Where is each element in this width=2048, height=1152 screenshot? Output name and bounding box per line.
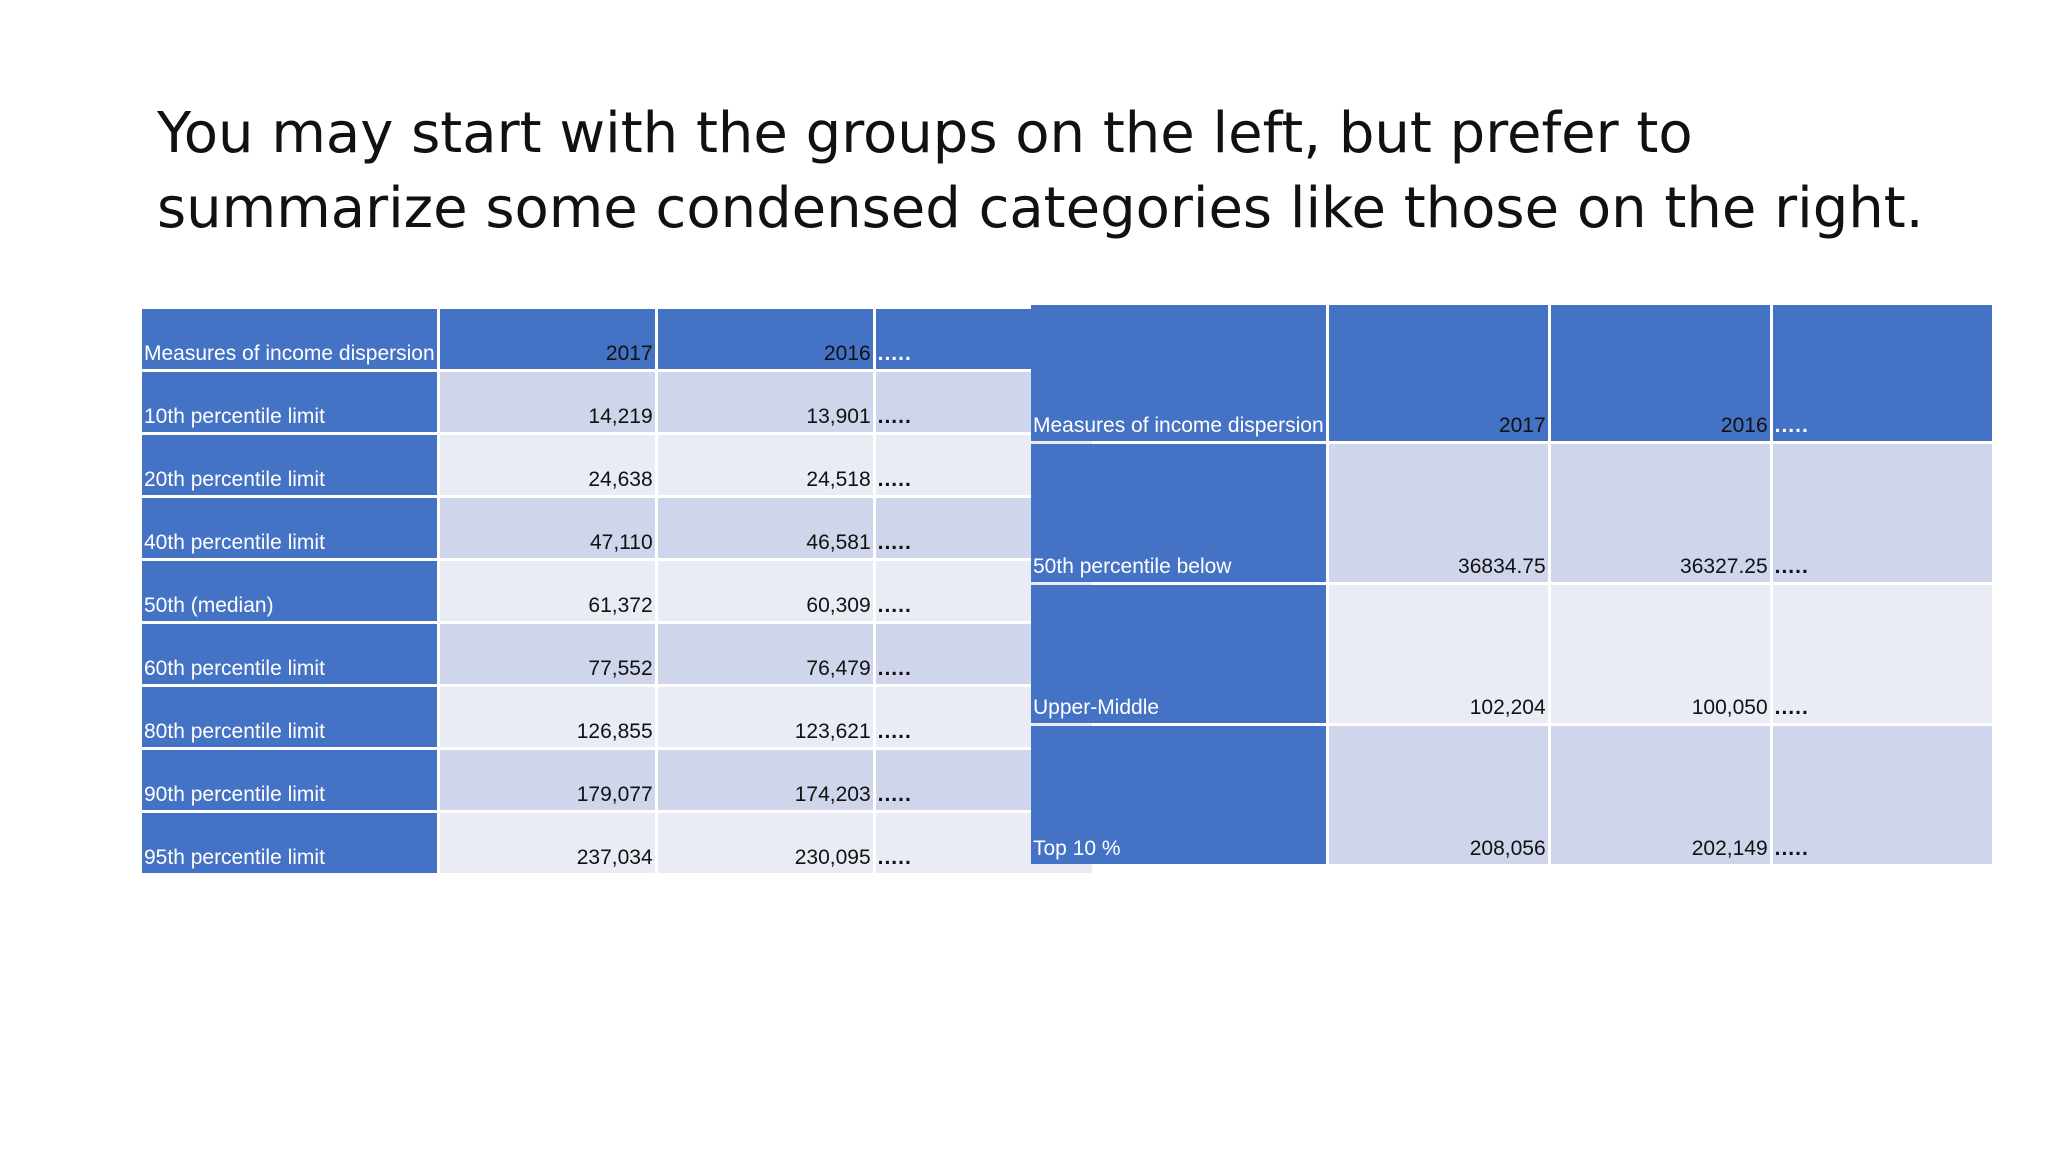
value-2017: 47,110: [439, 498, 655, 558]
value-2016: 13,901: [657, 372, 873, 432]
slide-title: You may start with the groups on the lef…: [157, 96, 1937, 246]
row-label: 10th percentile limit: [142, 372, 437, 432]
left-header-label: Measures of income dispersion: [142, 309, 437, 369]
table-row: 60th percentile limit 77,552 76,479 ....…: [142, 624, 1092, 684]
right-header-2017: 2017: [1328, 305, 1548, 441]
value-2017: 179,077: [439, 750, 655, 810]
value-more: .....: [1772, 444, 1992, 582]
right-header-2016: 2016: [1550, 305, 1770, 441]
right-header-label: Measures of income dispersion: [1031, 305, 1326, 441]
value-2016: 230,095: [657, 813, 873, 873]
left-header-2017: 2017: [439, 309, 655, 369]
value-2017: 102,204: [1328, 585, 1548, 723]
table-row: 90th percentile limit 179,077 174,203 ..…: [142, 750, 1092, 810]
row-label: 60th percentile limit: [142, 624, 437, 684]
row-label: 95th percentile limit: [142, 813, 437, 873]
left-header-2016: 2016: [657, 309, 873, 369]
value-2017: 208,056: [1328, 726, 1548, 864]
table-row: 10th percentile limit 14,219 13,901 ....…: [142, 372, 1092, 432]
value-2016: 202,149: [1550, 726, 1770, 864]
value-more: .....: [1772, 726, 1992, 864]
value-more: .....: [1772, 585, 1992, 723]
row-label: 90th percentile limit: [142, 750, 437, 810]
value-2017: 36834.75: [1328, 444, 1548, 582]
value-2017: 14,219: [439, 372, 655, 432]
table-row: Top 10 % 208,056 202,149 .....: [1031, 726, 1992, 864]
right-table-header-row: Measures of income dispersion 2017 2016 …: [1031, 305, 1992, 441]
value-2016: 174,203: [657, 750, 873, 810]
table-row: 20th percentile limit 24,638 24,518 ....…: [142, 435, 1092, 495]
value-2016: 36327.25: [1550, 444, 1770, 582]
right-income-table: Measures of income dispersion 2017 2016 …: [1028, 302, 1995, 867]
table-row: Upper-Middle 102,204 100,050 .....: [1031, 585, 1992, 723]
value-2017: 77,552: [439, 624, 655, 684]
table-row: 40th percentile limit 47,110 46,581 ....…: [142, 498, 1092, 558]
value-2016: 100,050: [1550, 585, 1770, 723]
value-2016: 46,581: [657, 498, 873, 558]
row-label: Upper-Middle: [1031, 585, 1326, 723]
table-row: 95th percentile limit 237,034 230,095 ..…: [142, 813, 1092, 873]
table-row: 50th (median) 61,372 60,309 .....: [142, 561, 1092, 621]
value-2017: 61,372: [439, 561, 655, 621]
value-2017: 237,034: [439, 813, 655, 873]
left-income-table: Measures of income dispersion 2017 2016 …: [139, 306, 1095, 876]
right-header-more: .....: [1772, 305, 1992, 441]
value-2016: 76,479: [657, 624, 873, 684]
value-2017: 24,638: [439, 435, 655, 495]
row-label: Top 10 %: [1031, 726, 1326, 864]
left-table-header-row: Measures of income dispersion 2017 2016 …: [142, 309, 1092, 369]
row-label: 40th percentile limit: [142, 498, 437, 558]
row-label: 20th percentile limit: [142, 435, 437, 495]
value-2017: 126,855: [439, 687, 655, 747]
table-row: 50th percentile below 36834.75 36327.25 …: [1031, 444, 1992, 582]
row-label: 50th (median): [142, 561, 437, 621]
row-label: 50th percentile below: [1031, 444, 1326, 582]
table-row: 80th percentile limit 126,855 123,621 ..…: [142, 687, 1092, 747]
value-2016: 60,309: [657, 561, 873, 621]
slide-title-line-2: summarize some condensed categories like…: [157, 176, 1924, 241]
value-2016: 123,621: [657, 687, 873, 747]
slide-title-line-1: You may start with the groups on the lef…: [157, 101, 1693, 166]
row-label: 80th percentile limit: [142, 687, 437, 747]
value-2016: 24,518: [657, 435, 873, 495]
